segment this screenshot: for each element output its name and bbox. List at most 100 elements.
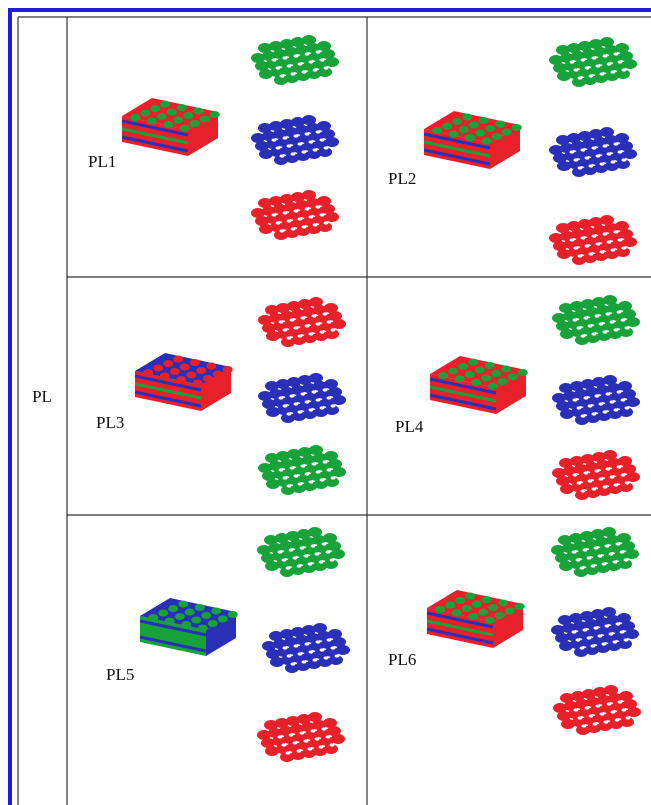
blob-hole	[603, 54, 608, 57]
block-dot	[481, 375, 491, 382]
blob-hole	[290, 318, 295, 321]
blob-hole	[316, 322, 321, 325]
blob-hole	[621, 398, 626, 401]
blob-hole	[283, 646, 288, 649]
block-dot	[518, 369, 528, 376]
block-dot	[140, 110, 150, 117]
blob-hole	[594, 546, 599, 549]
blob-hole	[327, 468, 332, 471]
block-dot	[157, 113, 167, 120]
blob-hole	[573, 473, 578, 476]
block-dot	[445, 602, 455, 609]
blob-hole	[287, 144, 292, 147]
block-dot	[501, 366, 511, 373]
blob-hole	[316, 205, 321, 208]
blob-hole	[272, 58, 277, 61]
blob-hole	[592, 412, 597, 415]
block-dot	[163, 121, 173, 128]
blob-hole	[574, 708, 579, 711]
cell-label: PL6	[388, 650, 416, 669]
blob-hole	[279, 396, 284, 399]
blob-hole	[570, 60, 575, 63]
blob-hole	[578, 166, 583, 169]
blob-part	[623, 237, 637, 247]
blob-hole	[580, 566, 585, 569]
blob-hole	[588, 324, 593, 327]
blob-hole	[305, 400, 310, 403]
blob-hole	[291, 662, 296, 665]
blob-hole	[282, 743, 287, 746]
blob-hole	[294, 209, 299, 212]
blob-hole	[587, 556, 592, 559]
blob-hole	[609, 552, 614, 555]
blob-hole	[583, 548, 588, 551]
blob-hole	[592, 487, 597, 490]
blob-hole	[294, 54, 299, 57]
block-dot	[512, 124, 522, 131]
blob-hole	[581, 489, 586, 492]
block-dot	[147, 118, 157, 125]
block-dot	[176, 376, 186, 383]
blob-hole	[570, 150, 575, 153]
blob-hole	[617, 390, 622, 393]
blob-hole	[581, 414, 586, 417]
blob-hole	[603, 410, 608, 413]
block-dot	[183, 112, 193, 119]
blob-hole	[607, 62, 612, 65]
block-dot	[462, 114, 472, 121]
block-dot	[130, 114, 140, 121]
blob-hole	[282, 558, 287, 561]
blob-hole	[611, 248, 616, 251]
blob-hole	[585, 706, 590, 709]
blob-hole	[290, 394, 295, 397]
blob-hole	[573, 398, 578, 401]
blob-hole	[611, 160, 616, 163]
blob-hole	[287, 412, 292, 415]
blob-hole	[313, 223, 318, 226]
blob-hole	[577, 481, 582, 484]
blob-hole	[611, 710, 616, 713]
blob-hole	[610, 475, 615, 478]
blob-hole	[335, 654, 340, 657]
blob-hole	[279, 320, 284, 323]
blob-hole	[320, 406, 325, 409]
blob-hole	[605, 624, 610, 627]
blob-hole	[302, 150, 307, 153]
blob-hole	[276, 146, 281, 149]
block-dot	[180, 125, 190, 132]
blob-hole	[294, 644, 299, 647]
blob-hole	[294, 134, 299, 137]
block-dot	[452, 118, 462, 125]
blob-hole	[283, 136, 288, 139]
blob-hole	[603, 485, 608, 488]
block-dot	[186, 372, 196, 379]
blob-hole	[577, 406, 582, 409]
blob-hole	[297, 564, 302, 567]
block-dot	[471, 379, 481, 386]
blob-part	[332, 467, 346, 477]
block-dot	[468, 613, 478, 620]
blob-hole	[614, 52, 619, 55]
blob-part	[331, 549, 345, 559]
block-dot	[488, 604, 498, 611]
blob-hole	[622, 68, 627, 71]
block-dot	[459, 126, 469, 133]
cell-label: PL3	[96, 413, 124, 432]
blob-hole	[606, 467, 611, 470]
blob-hole	[324, 656, 329, 659]
cell-label: PL4	[395, 417, 424, 436]
blob-hole	[291, 227, 296, 230]
blob-hole	[570, 238, 575, 241]
block-dot	[502, 129, 512, 136]
blob-hole	[304, 554, 309, 557]
blob-hole	[589, 164, 594, 167]
blob-hole	[618, 700, 623, 703]
blob-hole	[618, 60, 623, 63]
blob-hole	[600, 712, 605, 715]
blob-hole	[624, 558, 629, 561]
blob-part	[325, 57, 339, 67]
blob-hole	[596, 154, 601, 157]
block-dot	[228, 611, 238, 618]
blob-hole	[287, 219, 292, 222]
blob-hole	[609, 632, 614, 635]
